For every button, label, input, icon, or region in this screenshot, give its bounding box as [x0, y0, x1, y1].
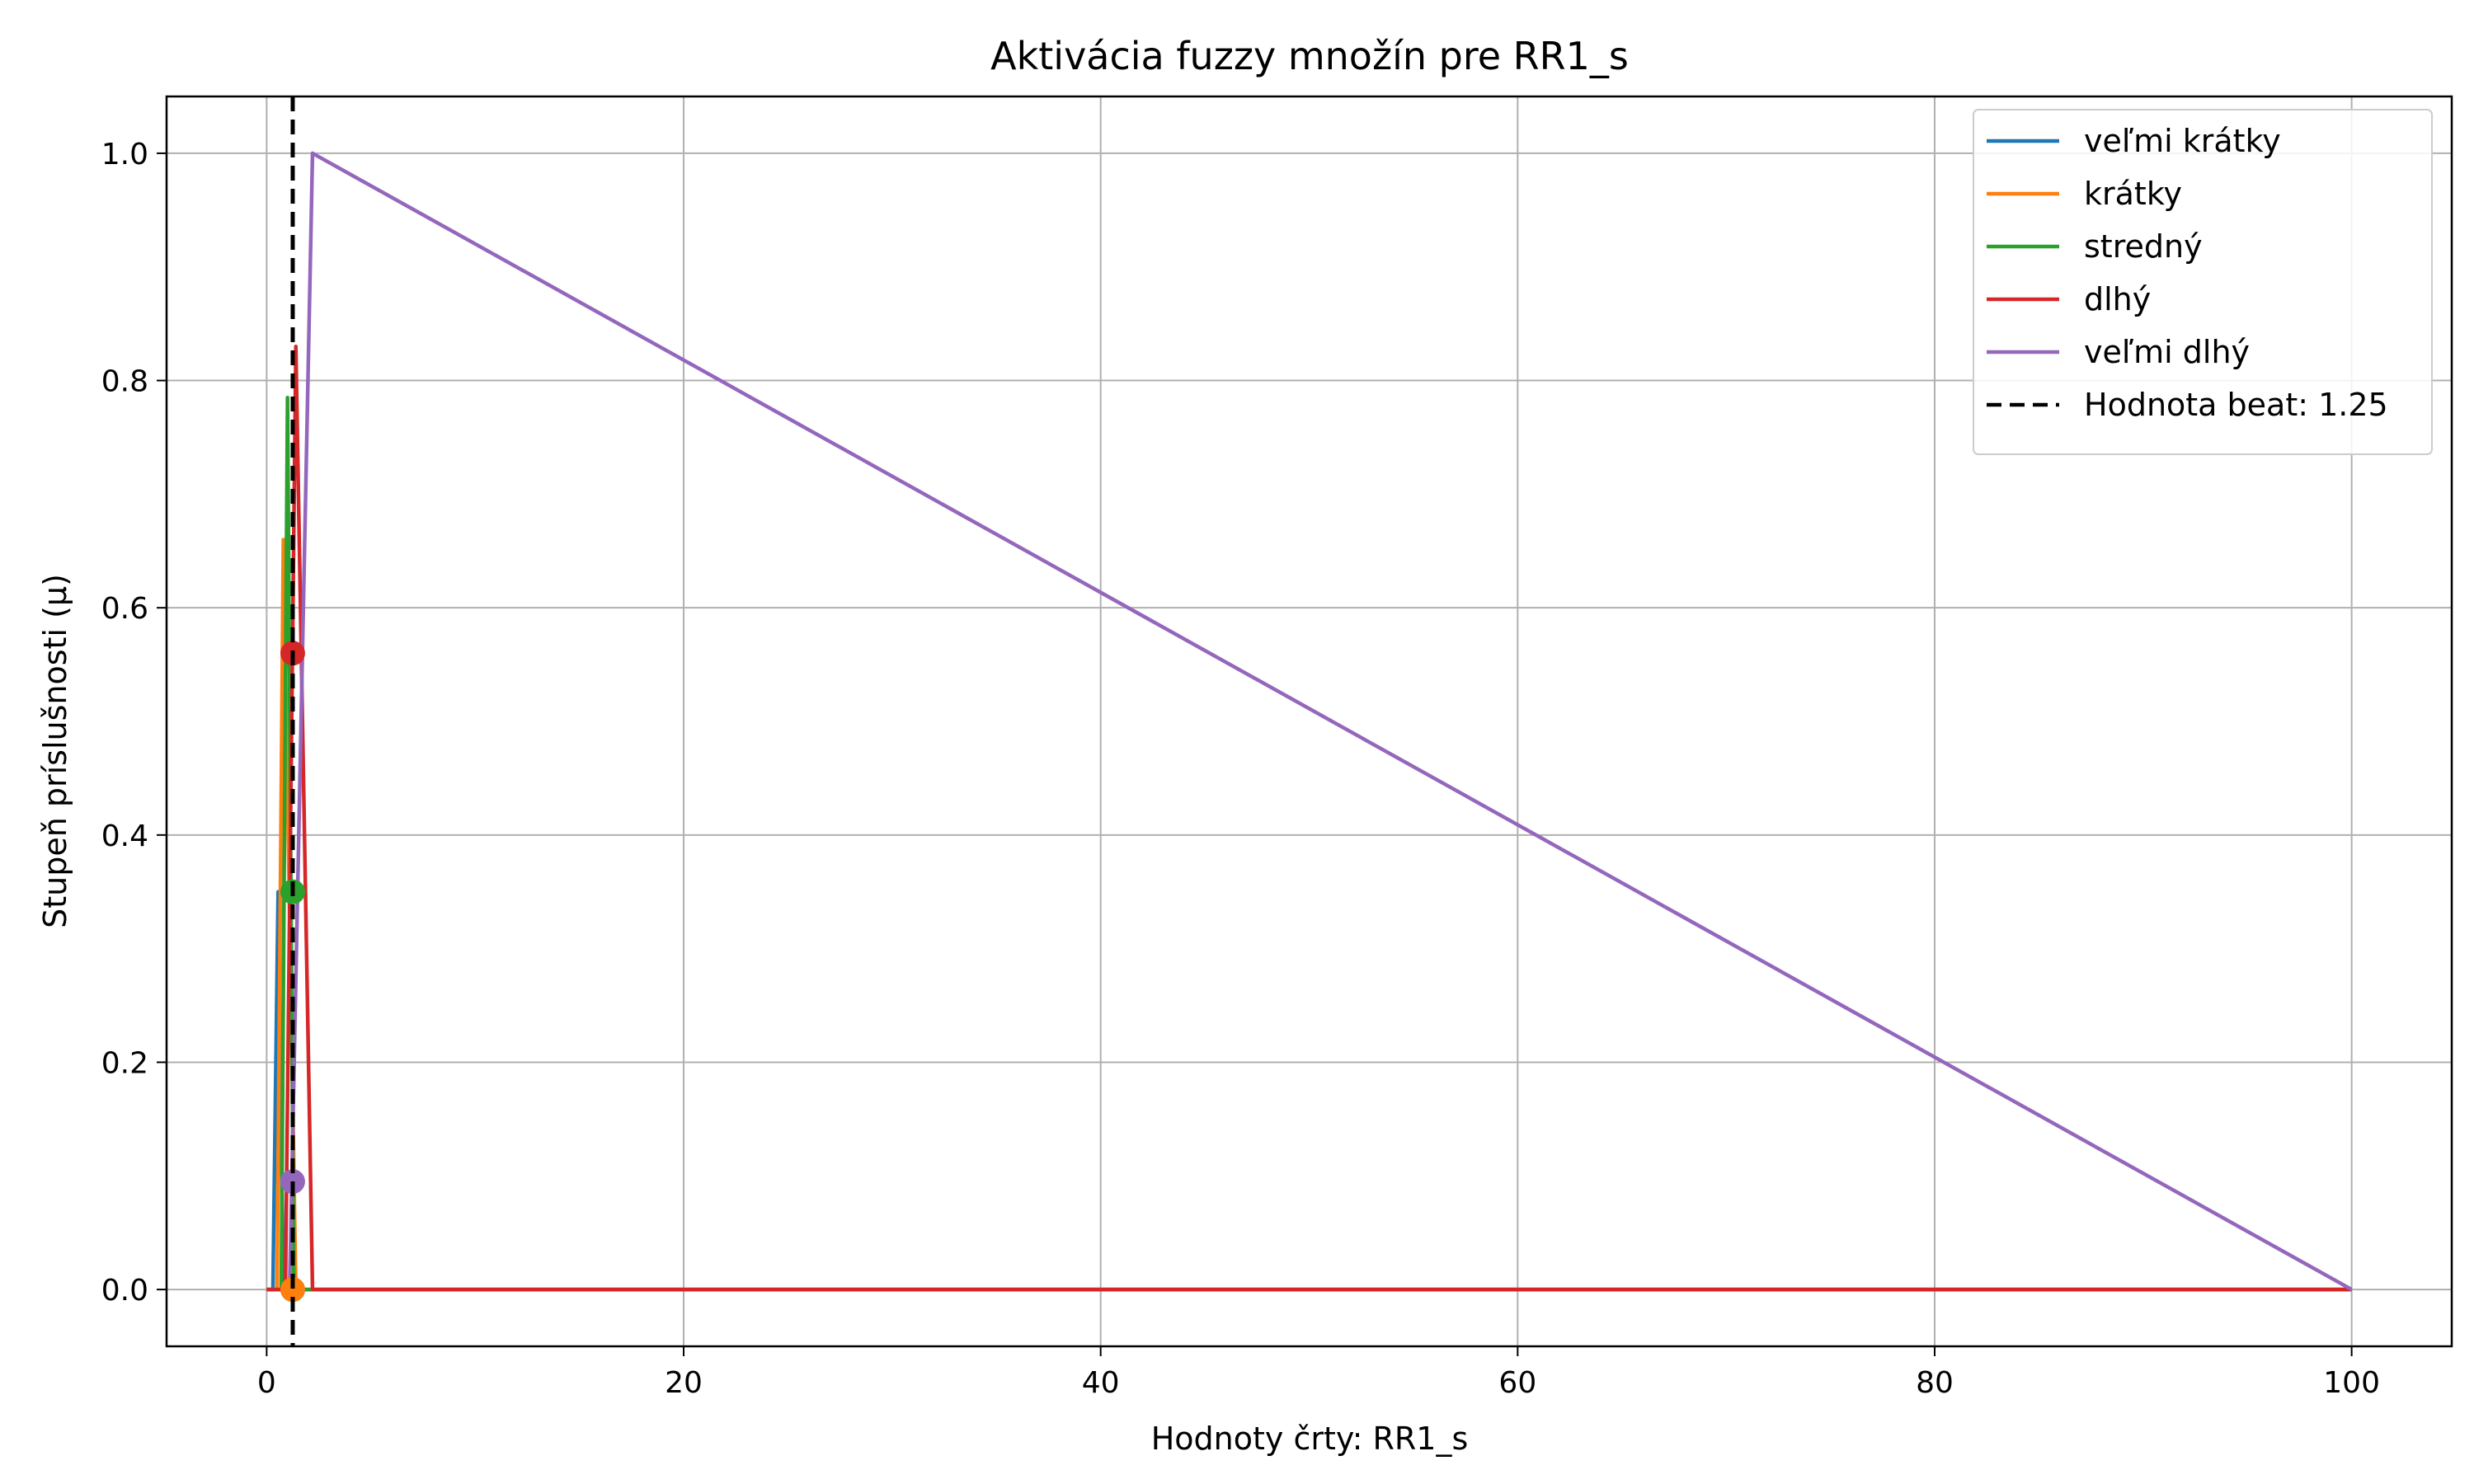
y-tick-label: 0.0 — [101, 1274, 148, 1308]
legend-box — [1973, 109, 2433, 455]
x-tick-label: 100 — [2323, 1366, 2380, 1400]
chart-title: Aktivácia fuzzy množín pre RR1_s — [990, 34, 1629, 78]
legend-label-6: Hodnota beat: 1.25 — [2084, 387, 2388, 423]
x-axis-label: Hodnoty črty: RR1_s — [1151, 1421, 1469, 1457]
y-axis-label: Stupeň príslušnosti (μ) — [37, 574, 73, 928]
legend: veľmi krátky krátky stredný dlhý veľmi dlhý H… — [1973, 109, 2433, 455]
series-lines — [266, 151, 2353, 1292]
x-tick-label: 80 — [1916, 1366, 1954, 1400]
legend-label-4: dlhý — [2084, 281, 2151, 317]
x-tick-label: 20 — [665, 1366, 703, 1400]
plot-frame — [165, 95, 2453, 1348]
x-tick-label: 0 — [257, 1366, 276, 1400]
legend-label-2: krátky — [2084, 176, 2182, 212]
axis-ticks: 0 20 40 60 80 100 0.0 0.2 0.4 0.6 0.8 1.0 — [101, 138, 2380, 1400]
y-tick-label: 1.0 — [101, 138, 148, 171]
legend-label-3: stredný — [2084, 228, 2203, 265]
y-tick-label: 0.8 — [101, 365, 148, 399]
series-line-5 — [287, 151, 2353, 1292]
legend-label-1: veľmi krátky — [2084, 123, 2281, 159]
activation-markers — [280, 641, 305, 1303]
series-line-4 — [266, 344, 2352, 1292]
y-tick-label: 0.6 — [101, 592, 148, 626]
y-tick-label: 0.2 — [101, 1046, 148, 1080]
activation-marker-2 — [280, 1277, 305, 1303]
y-tick-label: 0.4 — [101, 819, 148, 853]
legend-label-5: veľmi dlhý — [2084, 334, 2250, 370]
x-tick-label: 40 — [1082, 1366, 1120, 1400]
x-tick-label: 60 — [1498, 1366, 1536, 1400]
